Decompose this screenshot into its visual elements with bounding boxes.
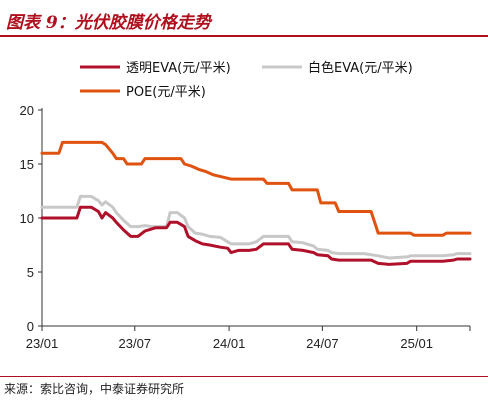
y-tick-label: 15: [20, 157, 34, 172]
chart-legend: 透明EVA(元/平米) 白色EVA(元/平米) POE(元/平米): [80, 60, 413, 100]
chart-series: [40, 140, 472, 266]
x-tick-label: 25/01: [400, 336, 433, 351]
footer-rule: [0, 376, 488, 377]
figure-title: 图表 9：光伏胶膜价格走势: [6, 13, 211, 33]
legend-label-white-eva: 白色EVA(元/平米): [308, 60, 413, 76]
y-tick-label: 5: [27, 265, 34, 280]
price-trend-chart: 透明EVA(元/平米) 白色EVA(元/平米) POE(元/平米) 0 5 10 15…: [20, 60, 472, 351]
y-tick-label: 10: [20, 211, 34, 226]
figure-header: 图表 9：光伏胶膜价格走势: [0, 0, 488, 37]
legend-label-poe: POE(元/平米): [126, 85, 206, 100]
source-note: 来源：索比咨询，中泰证券研究所: [4, 382, 185, 396]
x-tick-label: 23/07: [119, 336, 152, 351]
x-tick-label: 23/01: [26, 336, 59, 351]
series-poe-line: [40, 140, 472, 237]
series-white-eva-line: [40, 194, 472, 260]
series-transparent-eva-line: [40, 205, 472, 266]
legend-label-transparent-eva: 透明EVA(元/平米): [126, 61, 231, 76]
x-tick-label: 24/01: [213, 336, 246, 351]
y-tick-label: 0: [27, 319, 34, 334]
y-tick-label: 20: [20, 103, 34, 118]
x-tick-label: 24/07: [306, 336, 339, 351]
chart-axes: 0 5 10 15 20 23/01 23/07 24/01 24/07 25/01: [20, 103, 471, 351]
title-rule: [0, 35, 488, 37]
